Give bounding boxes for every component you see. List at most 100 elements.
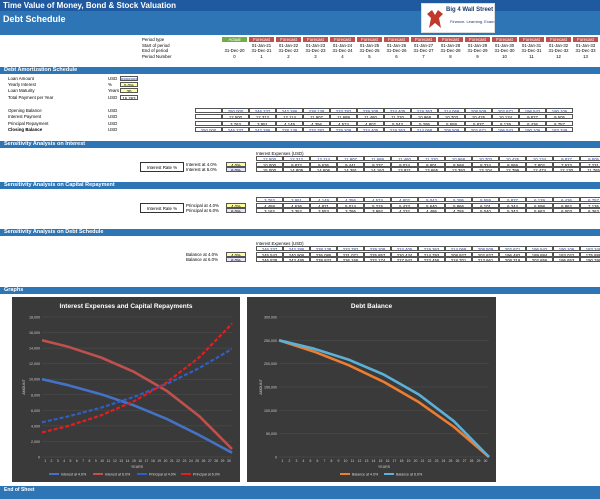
x-tick-label: 13: [119, 459, 123, 463]
sens-cell: 202,827: [472, 251, 499, 257]
sens-cell: 3,162: [256, 208, 283, 213]
period-start: 01-Jan-33: [575, 43, 596, 48]
sens-cell: 5,423: [391, 202, 418, 208]
sens-cell: 6,101: [472, 202, 499, 208]
x-tick-label: 11: [351, 459, 355, 463]
period-end: 31-Dec-30: [494, 48, 515, 53]
sens-cell: 9,237: [364, 161, 391, 167]
schedule-row-label: Opening Balance: [8, 108, 42, 113]
period-number: 9: [476, 54, 479, 59]
sens-base-cell: 202,671: [499, 246, 526, 251]
x-tick-label: 8: [331, 459, 333, 463]
period-end: 31-Dec-25: [359, 48, 380, 53]
schedule-cell: 219,363: [384, 126, 411, 132]
schedule-cell: 214,068: [438, 108, 465, 113]
sens-cell: 13,921: [391, 167, 418, 172]
sens-row-label: Principal at 6.0%: [186, 208, 219, 213]
x-tick-label: 29: [221, 459, 225, 463]
schedule-cell: 208,509: [438, 126, 465, 132]
sens-base-cell: 214,068: [445, 246, 472, 251]
y-tick-label: 14,000: [29, 347, 40, 351]
series-line-4: [41, 322, 233, 434]
sens-row-label: Interest at 4.0%: [186, 161, 217, 167]
sens-cell: 9,822: [283, 161, 310, 167]
period-start: 01-Jan-22: [278, 43, 299, 48]
sens-base-cell: 6,757: [580, 197, 600, 202]
sens-row-label: Balance at 6.0%: [186, 257, 218, 262]
period-number: 2: [287, 54, 290, 59]
x-tick-label: 20: [414, 459, 418, 463]
sens-cell: 7,136: [580, 202, 600, 208]
schedule-cell: 250,000: [195, 126, 222, 132]
sens-cell: 5,866: [445, 202, 472, 208]
schedule-cell: 5,295: [411, 120, 438, 126]
schedule-cell: 11,460: [357, 114, 384, 120]
x-tick-label: 10: [344, 459, 348, 463]
schedule-cell: 11,689: [330, 114, 357, 120]
x-tick-label: 12: [358, 459, 362, 463]
sens-cell: 4,755: [445, 208, 472, 213]
sens-base-cell: 11,689: [364, 156, 391, 161]
period-number: 6: [395, 54, 398, 59]
sens-cell: 3,553: [310, 208, 337, 213]
schedule-cell: 246,237: [249, 108, 276, 113]
x-tick-label: 30: [484, 459, 488, 463]
sens-base-cell: 10,134: [526, 156, 553, 161]
legend-label: Balance at 4.0%: [352, 473, 379, 477]
schedule-cell: 190,106: [519, 126, 546, 132]
period-number: 4: [341, 54, 344, 59]
period-end: 31-Dec-33: [575, 48, 596, 53]
sens-cell: 6,363: [580, 208, 600, 213]
sens-rate-input: 4.0%: [226, 251, 246, 257]
sens-base-cell: 246,237: [256, 246, 283, 251]
sens-cell: 225,857: [364, 251, 391, 257]
x-tick-label: 27: [208, 459, 212, 463]
sens-header: Interest Expenses (USD): [256, 241, 304, 246]
x-tick-label: 29: [477, 459, 481, 463]
x-tick-label: 30: [227, 459, 231, 463]
x-tick-label: 24: [189, 459, 193, 463]
schedule-cell: 10,703: [438, 114, 465, 120]
y-tick-label: 250,000: [264, 339, 277, 343]
y-axis-title: AMOUNT: [259, 378, 263, 394]
period-number: 12: [556, 54, 561, 59]
x-tick-label: 26: [202, 459, 206, 463]
schedule-cell: 190,106: [546, 108, 573, 113]
x-tick-label: 5: [310, 459, 312, 463]
x-tick-label: 17: [393, 459, 397, 463]
app-title: Time Value of Money, Bond & Stock Valuat…: [0, 0, 600, 11]
schedule-cell: 246,237: [222, 126, 249, 132]
sens-base-cell: 12,114: [310, 156, 337, 161]
sens-cell: 9,441: [337, 161, 364, 167]
sens-cell: 13,393: [445, 167, 472, 172]
y-tick-label: 100,000: [264, 409, 277, 413]
x-tick-label: 18: [151, 459, 155, 463]
sens-base-cell: 6,436: [553, 197, 580, 202]
schedule-cell: 12,500: [222, 114, 249, 120]
period-number: 8: [449, 54, 452, 59]
sens-cell: 190,290: [580, 257, 600, 262]
period-end: 31-Dec-26: [386, 48, 407, 53]
x-tick-label: 7: [82, 459, 84, 463]
sens-cell: 5,040: [472, 208, 499, 213]
sens-cell: 214,793: [418, 251, 445, 257]
y-tick-label: 0: [275, 456, 277, 460]
sens-cell: 14,809: [283, 167, 310, 172]
period-number: 5: [368, 54, 371, 59]
schedule-cell: 3,763: [222, 120, 249, 126]
x-tick-label: 17: [145, 459, 149, 463]
sens-cell: 12,130: [553, 167, 580, 172]
y-tick-label: 200,000: [264, 362, 277, 366]
schedule-cell: 238,138: [303, 108, 330, 113]
y-tick-label: 10,000: [29, 378, 40, 382]
sens-cell: 5,215: [364, 202, 391, 208]
x-tick-label: 18: [400, 459, 404, 463]
sens-cell: 7,523: [553, 161, 580, 167]
sens-rate-input: 6.0%: [226, 208, 246, 213]
period-type: Forecast: [465, 37, 490, 42]
sens-base-cell: 229,208: [364, 246, 391, 251]
chart2-title: Debt Balance: [350, 303, 393, 310]
input-unit: Years: [108, 88, 120, 94]
sens-base-cell: 10,425: [499, 156, 526, 161]
y-tick-label: 150,000: [264, 386, 277, 390]
